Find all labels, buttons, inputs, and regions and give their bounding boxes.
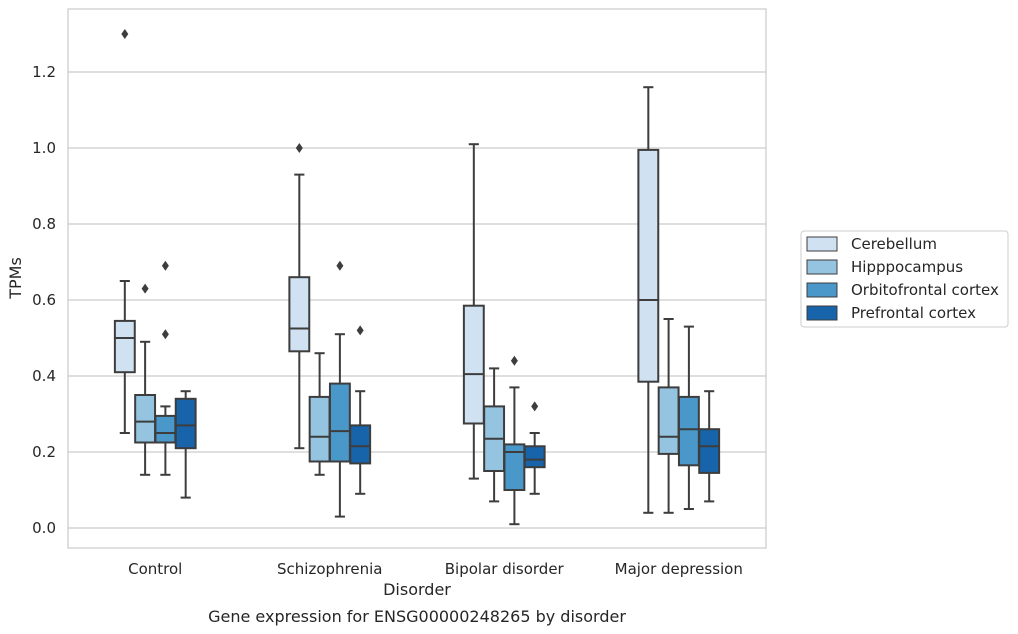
box-2-3 [677, 325, 700, 510]
legend: Cerebellum Hipppocampus Orbitofrontal cort… [800, 230, 1009, 328]
box-3-3 [698, 390, 721, 503]
box-3-1 [349, 325, 372, 495]
box-body [288, 276, 311, 353]
legend-label: Orbitofrontal cortex [851, 281, 999, 299]
box-body [174, 397, 197, 450]
box-1-3 [657, 318, 680, 514]
box-body [308, 395, 331, 463]
plot-frame [67, 8, 767, 549]
outlier-point [161, 260, 169, 271]
legend-swatch [806, 282, 838, 298]
outlier-point [336, 260, 344, 271]
gridlines [68, 71, 766, 529]
outlier-point [141, 283, 149, 294]
outlier-point [510, 355, 518, 366]
box-body [698, 428, 721, 474]
outlier-point [531, 401, 539, 412]
box-3-0 [174, 390, 197, 499]
legend-frame [800, 230, 1009, 328]
box-body [657, 386, 680, 455]
x-tick-label: Control [128, 560, 182, 578]
x-axis-title: Disorder [383, 580, 451, 599]
box-body [637, 148, 660, 383]
outlier-point [295, 143, 303, 153]
box-body [349, 424, 372, 465]
x-tick-labels: Control Schizophrenia Bipolar disorder Majo… [128, 560, 743, 578]
y-tick-label: 1.2 [32, 63, 56, 81]
legend-label: Prefrontal cortex [851, 304, 976, 322]
plot-area [68, 9, 766, 548]
box-body [462, 304, 485, 425]
y-axis-title: TPMs [6, 257, 25, 300]
box-2-0 [154, 260, 177, 476]
y-tick-label: 0.4 [32, 367, 56, 385]
box-body [328, 382, 351, 463]
outlier-point [161, 329, 169, 340]
legend-label: Hipppocampus [851, 258, 963, 276]
x-tick-label: Major depression [615, 560, 743, 578]
box-0-2 [462, 143, 485, 480]
box-3-2 [523, 401, 546, 495]
outlier-point [356, 325, 364, 336]
x-tick-label: Bipolar disorder [445, 560, 565, 578]
box-2-1 [328, 260, 351, 518]
box-body [134, 394, 157, 444]
legend-swatch [806, 305, 838, 321]
box-0-3 [637, 86, 660, 514]
y-tick-label: 0.8 [32, 215, 56, 233]
box-body [113, 319, 136, 374]
box-body [523, 445, 546, 469]
legend-swatch [806, 236, 838, 252]
chart-title: Gene expression for ENSG00000248265 by d… [208, 607, 626, 626]
box-0-1 [288, 143, 311, 450]
box-1-2 [483, 367, 506, 503]
box-body [677, 395, 700, 467]
y-tick-label: 0.2 [32, 443, 56, 461]
x-tick-label: Schizophrenia [277, 560, 382, 578]
box-plot-marks [113, 29, 721, 526]
box-1-0 [134, 283, 157, 476]
box-body [154, 414, 177, 444]
y-tick-labels: 0.0 0.2 0.4 0.6 0.8 1.0 1.2 [32, 63, 56, 537]
outlier-point [121, 29, 129, 39]
legend-swatch [806, 259, 838, 275]
legend-label: Cerebellum [851, 235, 937, 253]
box-0-0 [113, 29, 136, 434]
y-tick-label: 0.0 [32, 519, 56, 537]
y-tick-label: 0.6 [32, 291, 56, 309]
y-tick-label: 1.0 [32, 139, 56, 157]
